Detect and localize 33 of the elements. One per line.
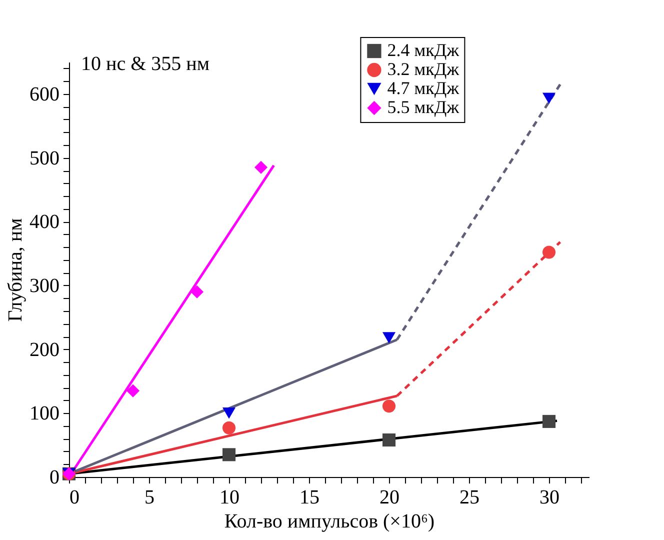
y-tick-label: 500: [30, 147, 60, 170]
point: [190, 285, 204, 298]
point: [222, 408, 236, 419]
x-tick-label: 25: [460, 486, 480, 508]
legend-label: 2.4 мкДж: [387, 40, 460, 60]
point: [254, 160, 268, 174]
x-tick-label: 5: [144, 486, 154, 508]
annotation: 10 нс & 355 нм: [81, 53, 210, 75]
point: [542, 414, 556, 428]
legend-label: 4.7 мкДж: [387, 78, 460, 98]
x-axis-title: Кол-во импульсов (×10⁶): [224, 510, 435, 532]
x-tick-label: 20: [380, 486, 400, 508]
x-tick-label: 0: [70, 486, 80, 508]
point: [382, 400, 396, 413]
legend-label: 5.5 мкДж: [387, 97, 460, 117]
legend-label: 3.2 мкДж: [387, 59, 460, 79]
point: [542, 92, 556, 104]
y-tick-label: 200: [30, 338, 60, 361]
y-tick-label: 0: [50, 466, 60, 488]
y-tick-label: 100: [30, 402, 60, 425]
y-tick-label: 600: [30, 83, 60, 106]
x-tick-label: 30: [540, 486, 560, 508]
point: [382, 332, 396, 344]
point: [222, 448, 236, 462]
y-tick-label: 400: [30, 211, 60, 234]
x-tick-label: 15: [300, 486, 320, 508]
y-axis-title: Глубина, нм: [4, 218, 26, 322]
point: [542, 246, 556, 259]
x-tick-label: 10: [220, 486, 240, 508]
point: [126, 384, 140, 398]
y-tick-label: 300: [30, 274, 60, 297]
point: [222, 421, 236, 434]
point: [382, 433, 396, 446]
